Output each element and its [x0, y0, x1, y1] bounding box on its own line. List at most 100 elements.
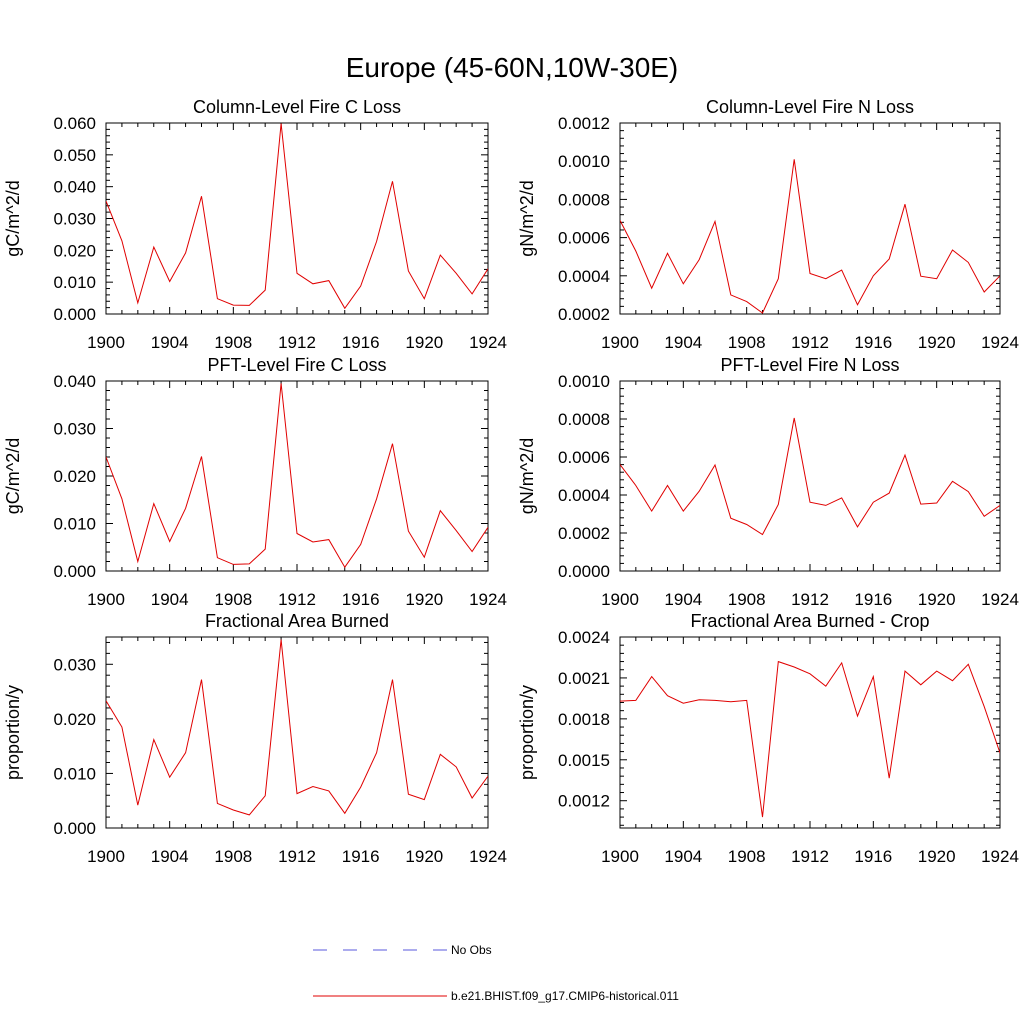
y-tick-label: 0.000 [53, 819, 96, 838]
x-tick-label: 1908 [214, 333, 252, 352]
legend: No Obs b.e21.BHIST.f09_g17.CMIP6-histori… [313, 943, 679, 1003]
figure-title: Europe (45-60N,10W-30E) [346, 52, 679, 83]
x-tick-label: 1900 [87, 333, 125, 352]
y-tick-label: 0.0010 [558, 372, 610, 391]
panel-title: Column-Level Fire C Loss [193, 97, 401, 117]
x-tick-label: 1900 [601, 590, 639, 609]
x-tick-label: 1904 [151, 847, 189, 866]
chart-panel-6: Fractional Area Burned - Crop proportion/… [517, 611, 1019, 866]
x-tick-label: 1920 [918, 847, 956, 866]
y-tick-label: 0.0012 [558, 114, 610, 133]
panel-grid: Column-Level Fire C Loss gC/m^2/d 1900 1904… [3, 97, 1019, 866]
x-tick-label: 1912 [791, 847, 829, 866]
x-tick-label: 1920 [918, 590, 956, 609]
x-tick-label: 1920 [405, 847, 443, 866]
series-line [106, 639, 488, 816]
y-tick-label: 0.000 [53, 562, 96, 581]
y-tick-label: 0.0000 [558, 562, 610, 581]
plot-frame [105, 636, 489, 829]
chart-panel-3: PFT-Level Fire C Loss gC/m^2/d 1900 1904 190… [3, 355, 507, 609]
y-tick-label: 0.040 [53, 178, 96, 197]
x-tick-label: 1912 [278, 847, 316, 866]
legend-label-model: b.e21.BHIST.f09_g17.CMIP6-historical.011 [451, 989, 679, 1003]
series-line [106, 383, 488, 569]
y-tick-label: 0.0004 [558, 486, 610, 505]
y-tick-label: 0.0002 [558, 524, 610, 543]
x-tick-label: 1912 [791, 590, 829, 609]
y-tick-label: 0.020 [53, 467, 96, 486]
y-tick-label: 0.010 [53, 273, 96, 292]
x-tick-label: 1912 [791, 333, 829, 352]
y-tick-label: 0.0018 [558, 710, 610, 729]
y-tick-label: 0.020 [53, 241, 96, 260]
x-tick-label: 1924 [981, 333, 1019, 352]
y-tick-label: 0.0015 [558, 751, 610, 770]
plot-frame [619, 380, 1001, 572]
panel-title: Fractional Area Burned - Crop [690, 611, 929, 631]
y-tick-label: 0.040 [53, 372, 96, 391]
panel-title: PFT-Level Fire N Loss [720, 355, 899, 375]
y-tick-label: 0.0010 [558, 152, 610, 171]
plot-frame [619, 636, 1001, 829]
x-tick-label: 1904 [664, 847, 702, 866]
x-tick-label: 1904 [664, 590, 702, 609]
x-tick-label: 1924 [469, 590, 507, 609]
panel-title: Column-Level Fire N Loss [706, 97, 914, 117]
y-tick-label: 0.030 [53, 655, 96, 674]
y-tick-label: 0.010 [53, 515, 96, 534]
x-tick-label: 1916 [342, 590, 380, 609]
chart-panel-1: Column-Level Fire C Loss gC/m^2/d 1900 1904… [3, 97, 507, 352]
y-axis-label: proportion/y [517, 685, 537, 780]
x-tick-label: 1916 [342, 333, 380, 352]
plot-frame [619, 122, 1001, 315]
panel-title: Fractional Area Burned [205, 611, 389, 631]
y-tick-label: 0.020 [53, 710, 96, 729]
y-tick-label: 0.0008 [558, 410, 610, 429]
x-tick-label: 1920 [405, 333, 443, 352]
x-tick-label: 1908 [214, 847, 252, 866]
x-tick-label: 1924 [981, 590, 1019, 609]
y-axis-label: proportion/y [3, 685, 23, 780]
series-line [620, 417, 1000, 536]
y-tick-label: 0.060 [53, 114, 96, 133]
y-axis-label: gC/m^2/d [3, 180, 23, 256]
y-tick-label: 0.0024 [558, 628, 610, 647]
y-tick-label: 0.030 [53, 210, 96, 229]
chart-panel-4: PFT-Level Fire N Loss gN/m^2/d 1900 1904 190… [517, 355, 1019, 609]
x-tick-label: 1900 [601, 847, 639, 866]
plot-frame [105, 122, 489, 315]
x-tick-label: 1908 [214, 590, 252, 609]
series-line [620, 159, 1000, 314]
legend-label-no-obs: No Obs [451, 943, 492, 957]
series-line [620, 660, 1000, 818]
y-tick-label: 0.050 [53, 146, 96, 165]
x-tick-label: 1900 [87, 847, 125, 866]
x-tick-label: 1920 [918, 333, 956, 352]
x-tick-label: 1916 [342, 847, 380, 866]
x-tick-label: 1912 [278, 590, 316, 609]
y-tick-label: 0.0006 [558, 448, 610, 467]
x-tick-label: 1924 [469, 333, 507, 352]
panel-title: PFT-Level Fire C Loss [207, 355, 386, 375]
y-tick-label: 0.030 [53, 420, 96, 439]
x-tick-label: 1924 [981, 847, 1019, 866]
x-tick-label: 1908 [728, 847, 766, 866]
x-tick-label: 1916 [854, 333, 892, 352]
x-tick-label: 1908 [728, 333, 766, 352]
x-tick-label: 1900 [87, 590, 125, 609]
chart-panel-2: Column-Level Fire N Loss gN/m^2/d 1900 1904… [517, 97, 1019, 352]
x-tick-label: 1920 [405, 590, 443, 609]
y-tick-label: 0.000 [53, 305, 96, 324]
y-tick-label: 0.010 [53, 764, 96, 783]
x-tick-label: 1912 [278, 333, 316, 352]
chart-panel-5: Fractional Area Burned proportion/y 1900 19… [3, 611, 507, 866]
y-tick-label: 0.0012 [558, 792, 610, 811]
x-tick-label: 1904 [664, 333, 702, 352]
series-line [106, 123, 488, 310]
y-tick-label: 0.0008 [558, 190, 610, 209]
y-tick-label: 0.0002 [558, 305, 610, 324]
y-axis-label: gN/m^2/d [517, 180, 537, 256]
y-tick-label: 0.0004 [558, 267, 610, 286]
x-tick-label: 1924 [469, 847, 507, 866]
